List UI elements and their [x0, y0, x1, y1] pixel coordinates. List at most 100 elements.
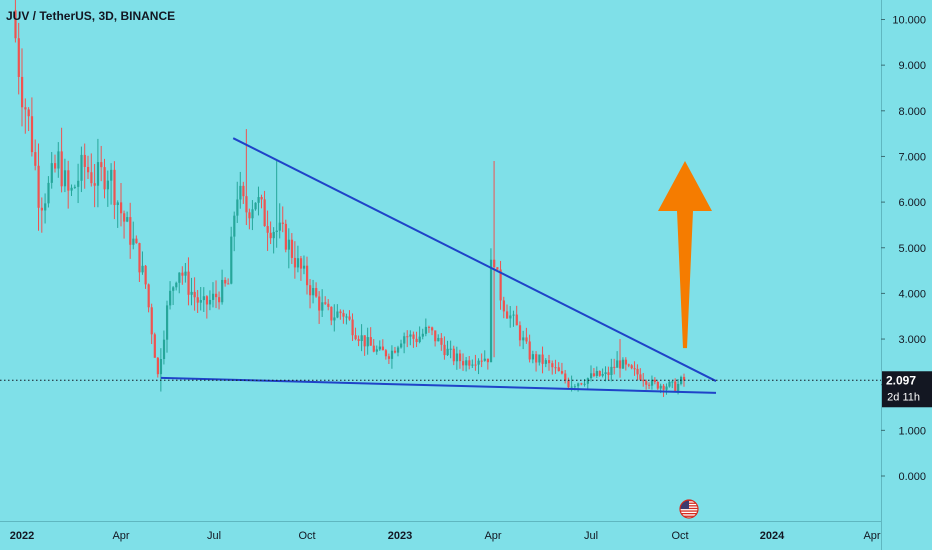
candle-body	[333, 317, 336, 321]
candle-body	[257, 197, 260, 203]
candle-body	[330, 306, 333, 321]
candle-body	[132, 238, 135, 245]
candle-body	[525, 337, 528, 342]
candle-body	[263, 199, 266, 227]
price-badge-countdown: 2d 11h	[887, 391, 920, 403]
candle-body	[671, 381, 674, 383]
candle-body	[165, 305, 169, 340]
candle-body	[278, 222, 281, 231]
candle-body	[656, 382, 659, 389]
candle-body	[224, 279, 227, 284]
price-badge	[882, 371, 932, 408]
candle-body	[138, 243, 141, 273]
candle-body	[312, 288, 315, 296]
candle-body	[393, 350, 397, 353]
candle-body	[129, 217, 132, 245]
candle-body	[348, 316, 351, 320]
candle-body	[653, 379, 657, 383]
candles	[14, 0, 686, 398]
candle-body	[67, 170, 70, 191]
candle-body	[499, 269, 502, 301]
candle-body	[327, 303, 330, 307]
candle-body	[489, 259, 493, 363]
candle-body	[50, 163, 53, 183]
price-badge-value: 2.097	[886, 373, 916, 387]
candle-body	[455, 353, 459, 362]
candle-body	[269, 232, 272, 239]
candle-body	[496, 267, 499, 270]
x-tick-label: Apr	[863, 530, 880, 542]
candle-body	[418, 336, 421, 343]
candle-body	[187, 271, 190, 295]
candle-body	[610, 366, 613, 375]
candle-body	[412, 334, 415, 339]
candle-body	[37, 165, 40, 208]
candle-body	[573, 386, 577, 388]
candle-body	[103, 167, 106, 190]
candle-body	[239, 185, 242, 200]
candle-body	[446, 348, 449, 356]
candle-body	[583, 383, 586, 385]
candle-body	[193, 291, 196, 298]
candle-body	[468, 360, 471, 366]
candle-body	[366, 337, 369, 347]
candle-body	[403, 336, 406, 344]
candle-body	[296, 258, 300, 268]
candle-body	[477, 360, 480, 365]
candle-body	[567, 380, 570, 388]
candle-body	[427, 326, 431, 328]
candle-body	[159, 359, 163, 375]
y-tick-label: 5.000	[898, 243, 926, 255]
candle-body	[544, 360, 547, 364]
y-tick-label: 10.000	[892, 15, 926, 27]
candle-body	[126, 217, 129, 222]
candle-body	[54, 163, 57, 169]
candle-body	[486, 358, 490, 363]
candle-body	[509, 315, 512, 319]
candle-body	[336, 311, 339, 318]
candle-body	[541, 354, 544, 364]
candle-body	[221, 279, 224, 303]
candle-body	[400, 343, 403, 348]
candle-body	[87, 166, 90, 173]
x-tick-label: 2022	[10, 530, 34, 542]
candle-body	[642, 379, 645, 382]
candle-body	[607, 372, 610, 375]
candle-body	[208, 299, 212, 305]
candle-body	[452, 348, 455, 362]
candle-body	[100, 162, 103, 168]
candle-body	[551, 363, 554, 368]
candle-body	[409, 334, 412, 337]
candle-body	[531, 354, 535, 360]
candle-body	[381, 346, 385, 351]
candle-body	[90, 172, 93, 184]
candle-body	[619, 360, 622, 369]
candle-body	[474, 364, 477, 366]
us-flag-icon[interactable]	[680, 500, 698, 518]
candle-body	[315, 288, 318, 297]
candle-body	[339, 311, 342, 314]
candle-body	[202, 296, 205, 301]
candle-body	[662, 385, 665, 390]
candle-body	[345, 316, 348, 318]
candle-body	[515, 314, 518, 326]
candle-body	[80, 154, 83, 181]
candle-body	[215, 293, 218, 298]
candle-body	[577, 383, 580, 387]
candle-body	[57, 151, 60, 169]
candle-body	[518, 325, 522, 341]
candle-body	[284, 223, 287, 250]
candle-body	[44, 203, 47, 211]
candle-body	[40, 207, 43, 211]
y-tick-label: 7.000	[898, 151, 926, 163]
x-tick-label: 2024	[760, 530, 785, 542]
y-tick-label: 8.000	[898, 106, 926, 118]
candle-body	[233, 215, 236, 237]
candle-body	[630, 365, 633, 369]
candle-body	[113, 169, 116, 206]
candle-body	[363, 335, 366, 347]
candle-body	[659, 385, 662, 389]
candle-body	[254, 202, 257, 210]
y-tick-label: 9.000	[898, 60, 926, 72]
